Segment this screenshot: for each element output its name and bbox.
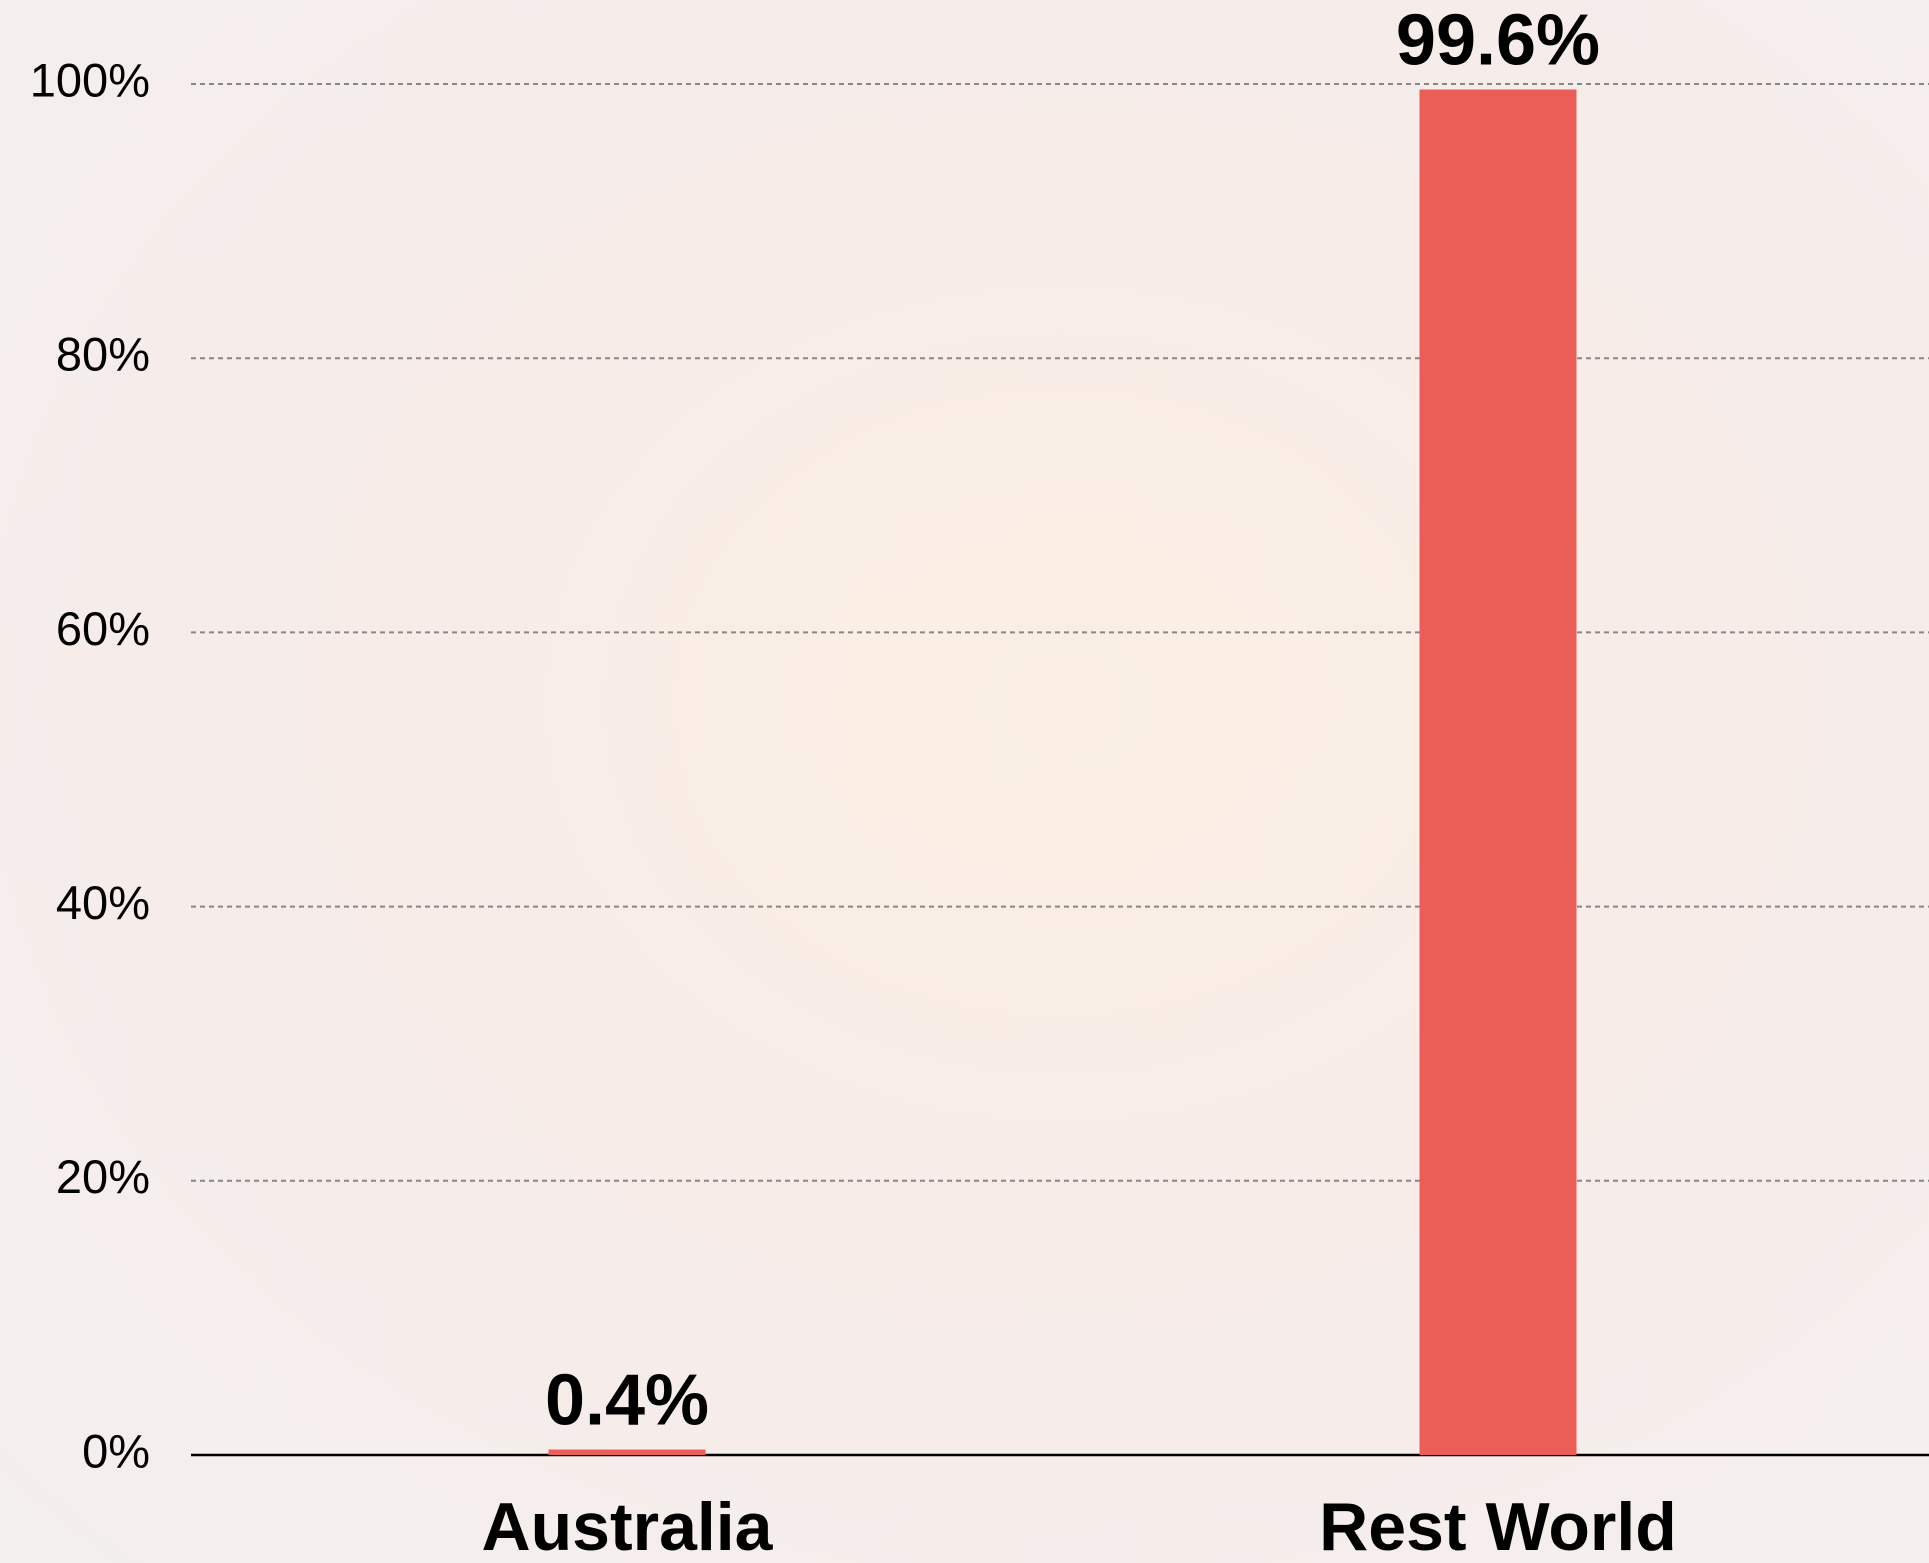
- x-tick-label: Rest World: [1319, 1489, 1677, 1563]
- y-tick-label: 0%: [82, 1424, 150, 1477]
- value-label: 0.4%: [545, 1361, 709, 1441]
- bar: [1420, 89, 1577, 1455]
- bar: [549, 1450, 706, 1455]
- y-tick-label: 100%: [30, 53, 150, 106]
- value-label: 99.6%: [1396, 0, 1600, 80]
- y-tick-label: 40%: [56, 876, 150, 929]
- y-tick-label: 20%: [56, 1150, 150, 1203]
- chart: 0% 20% 40% 60% 80% 100% Australia 0.4% Rest Worl…: [0, 0, 1929, 1563]
- x-tick-label: Australia: [482, 1489, 774, 1563]
- y-tick-label: 60%: [56, 602, 150, 655]
- y-tick-label: 80%: [56, 328, 150, 381]
